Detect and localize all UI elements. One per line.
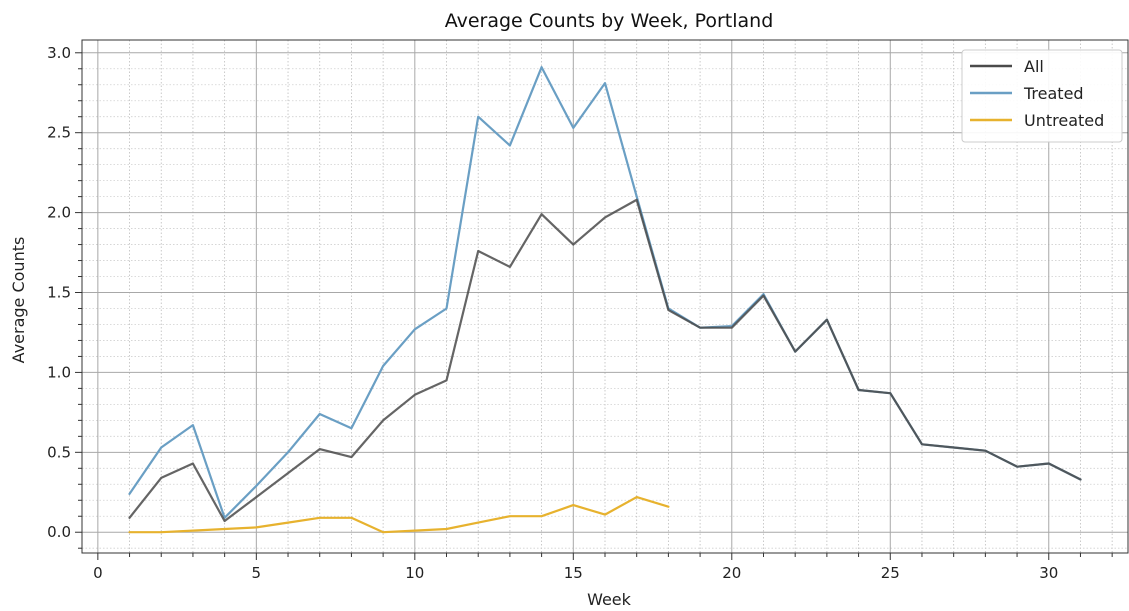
x-tick-label: 30	[1039, 564, 1058, 582]
y-tick-label: 0.5	[47, 443, 71, 461]
y-tick-label: 2.0	[47, 204, 71, 222]
x-axis-title: Week	[587, 590, 632, 609]
minor-gridlines	[82, 40, 1128, 553]
x-tick-label: 20	[722, 564, 741, 582]
chart-title: Average Counts by Week, Portland	[445, 10, 774, 32]
major-gridlines	[82, 40, 1128, 553]
legend: All Treated Untreated	[961, 49, 1123, 143]
axis-ticks	[75, 52, 1113, 560]
y-tick-label: 3.0	[47, 44, 71, 62]
y-axis-title: Average Counts	[9, 237, 28, 364]
y-tick-label: 2.5	[47, 124, 71, 142]
legend-label-all: All	[1024, 57, 1044, 76]
x-tick-label: 0	[93, 564, 103, 582]
series-line-untreated	[128, 496, 670, 534]
series-lines	[128, 66, 1082, 534]
y-tick-label: 1.5	[47, 284, 71, 302]
tick-labels: 0 5 10 15 20 25 30 0.0 0.5 1.0 1.5 2.0 2.5 3.0	[47, 44, 1058, 582]
x-tick-label: 5	[252, 564, 262, 582]
series-line-all	[128, 198, 1082, 523]
y-tick-label: 1.0	[47, 363, 71, 381]
x-tick-label: 25	[881, 564, 900, 582]
x-tick-label: 10	[405, 564, 424, 582]
legend-label-treated: Treated	[1023, 84, 1084, 103]
y-tick-label: 0.0	[47, 523, 71, 541]
plot-frame	[81, 39, 1129, 554]
legend-label-untreated: Untreated	[1024, 111, 1104, 130]
x-tick-label: 15	[564, 564, 583, 582]
